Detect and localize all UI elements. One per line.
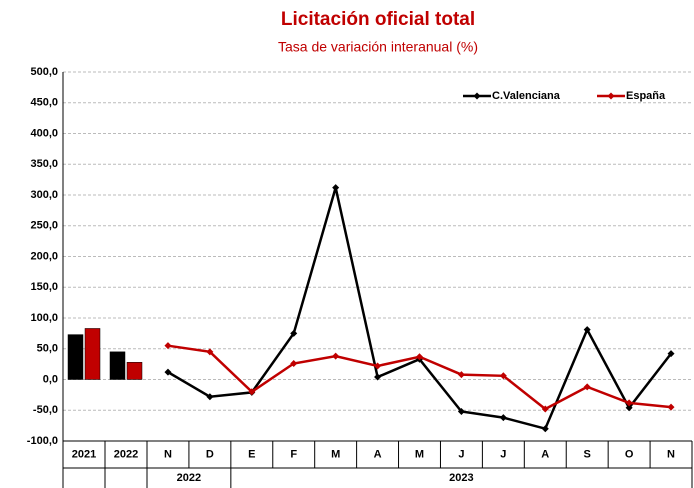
y-tick-label: -100,0	[27, 435, 58, 447]
x-tick-label: D	[206, 448, 214, 460]
legend-marker	[607, 92, 615, 100]
marker	[667, 403, 675, 411]
marker	[164, 342, 172, 350]
y-tick-label: 50,0	[37, 343, 58, 355]
line	[167, 187, 673, 431]
group-label: 2023	[449, 472, 473, 484]
x-tick-label: M	[415, 448, 424, 460]
chart-subtitle: Tasa de variación interanual (%)	[278, 39, 478, 55]
marker	[206, 393, 214, 401]
marker	[332, 184, 340, 192]
x-tick-label: F	[290, 448, 297, 460]
bar	[126, 362, 143, 380]
x-tick-label: N	[667, 448, 675, 460]
marker	[583, 383, 591, 391]
y-tick-label: 0,0	[43, 373, 58, 385]
marker	[457, 407, 465, 415]
bar	[67, 334, 84, 380]
x-tick-label: O	[625, 448, 634, 460]
marker	[625, 404, 633, 412]
bar	[109, 351, 126, 380]
y-tick-label: 250,0	[30, 220, 58, 232]
x-tick-label: E	[248, 448, 255, 460]
x-tick-label: M	[331, 448, 340, 460]
marker	[625, 399, 633, 407]
y-tick-label: 400,0	[30, 127, 58, 139]
y-tick-label: 350,0	[30, 158, 58, 170]
marker	[374, 362, 382, 370]
x-tick-label: J	[500, 448, 506, 460]
marker	[667, 350, 675, 358]
marker	[206, 348, 214, 356]
marker	[499, 372, 507, 380]
y-tick-label: 300,0	[30, 189, 58, 201]
marker	[416, 353, 423, 361]
x-tick-label: J	[458, 448, 464, 460]
y-tick-label: 200,0	[30, 250, 58, 262]
group-label: 2022	[177, 472, 201, 484]
y-tick-label: 150,0	[30, 281, 58, 293]
y-tick-label: 450,0	[30, 97, 58, 109]
x-tick-label: A	[374, 448, 382, 460]
marker	[290, 329, 298, 337]
marker	[541, 425, 549, 433]
x-tick-label: 2022	[114, 448, 138, 460]
marker	[164, 368, 172, 376]
x-tick-label: N	[164, 448, 172, 460]
marker	[583, 326, 591, 334]
legend-marker	[473, 92, 481, 100]
legend-label: C.Valenciana	[492, 90, 561, 102]
chart-title: Licitación oficial total	[281, 9, 475, 30]
y-tick-label: 500,0	[30, 66, 58, 78]
marker	[332, 352, 340, 360]
x-tick-label: 2021	[72, 448, 96, 460]
marker	[290, 360, 298, 368]
legend-label: España	[626, 90, 666, 102]
x-tick-label: S	[584, 448, 591, 460]
bar	[84, 328, 101, 380]
y-tick-label: -50,0	[33, 404, 58, 416]
marker	[457, 371, 465, 379]
marker	[248, 388, 256, 396]
x-tick-label: A	[541, 448, 549, 460]
marker	[374, 373, 382, 381]
marker	[499, 414, 507, 422]
y-tick-label: 100,0	[30, 312, 58, 324]
marker	[541, 405, 549, 413]
